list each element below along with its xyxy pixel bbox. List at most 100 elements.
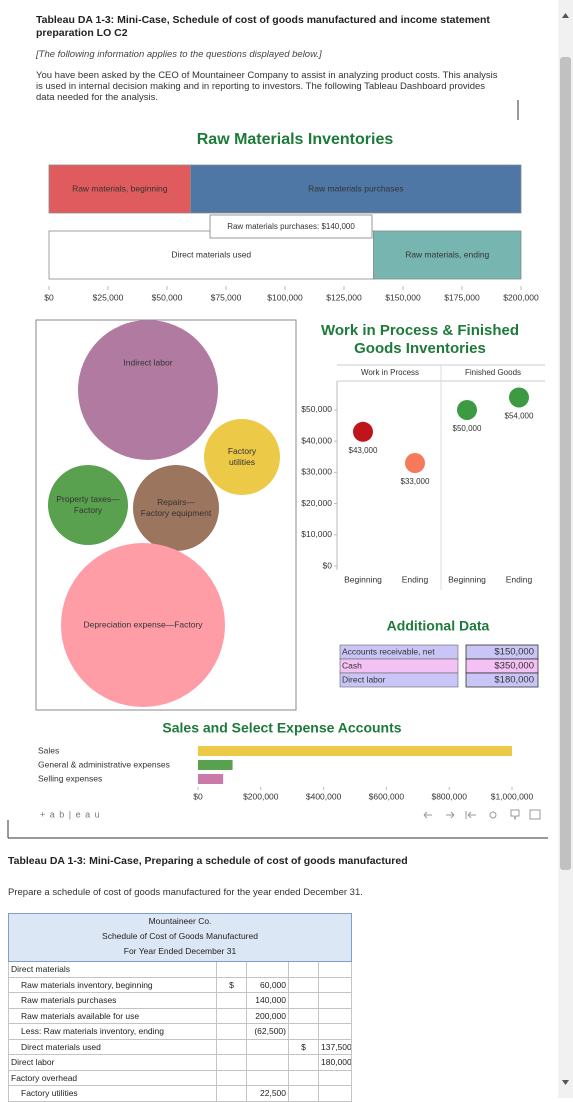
bubble <box>48 465 128 545</box>
scrollbar-thumb[interactable] <box>560 57 571 870</box>
amount: 180,000 <box>318 1055 352 1071</box>
section-title: Additional Data <box>387 618 490 634</box>
scroll-up[interactable] <box>562 13 569 18</box>
toolbar <box>423 809 541 821</box>
row-label: Raw materials available for use <box>8 1008 216 1024</box>
data-value: $180,000 <box>494 675 534 686</box>
bubble-label: Repairs— Factory equipment <box>141 497 212 518</box>
point <box>353 421 373 442</box>
schedule-row: Factory overhead <box>8 1070 352 1086</box>
share[interactable] <box>489 811 497 819</box>
amount <box>246 1070 288 1086</box>
point <box>405 453 425 474</box>
bubble <box>61 543 225 707</box>
amount <box>318 1008 352 1024</box>
currency <box>216 1070 246 1086</box>
x-tick-label: Beginning <box>344 574 382 584</box>
schedule-row: Factory utilities 22,500 <box>8 1086 352 1102</box>
data-label: Direct labor <box>342 674 386 684</box>
x-tick-label: $150,000 <box>385 292 421 302</box>
currency <box>216 993 246 1009</box>
segment-label: Raw materials purchases <box>308 183 403 193</box>
amount: 200,000 <box>246 1008 288 1024</box>
currency <box>288 1070 318 1086</box>
x-tick-label: $400,000 <box>306 791 342 801</box>
amount <box>318 962 352 978</box>
question-title: Tableau DA 1-3: Mini-Case, Preparing a s… <box>8 855 408 867</box>
currency <box>288 1024 318 1040</box>
row-label: Direct materials used <box>8 1039 216 1055</box>
amount <box>246 1055 288 1071</box>
undo[interactable] <box>423 811 432 819</box>
x-tick-label: $50,000 <box>152 292 183 302</box>
row-label: Factory utilities <box>8 1086 216 1102</box>
bar-segment <box>373 230 522 280</box>
scroll-down[interactable] <box>562 1080 569 1085</box>
x-tick-label: $0 <box>193 791 203 801</box>
currency: $ <box>216 977 246 993</box>
amount <box>318 1070 352 1086</box>
x-tick-label: $175,000 <box>444 292 480 302</box>
instruction: Prepare a schedule of cost of goods manu… <box>8 887 363 898</box>
x-tick-label: Beginning <box>448 574 486 584</box>
schedule-row: Raw materials purchases 140,000 <box>8 993 352 1009</box>
schedule-rows: Direct materials Raw materials inventory,… <box>8 962 352 1102</box>
y-tick-label: $10,000 <box>301 529 332 539</box>
amount: (62,500) <box>246 1024 288 1040</box>
schedule: Mountaineer Co. Schedule of Cost of Good… <box>8 913 352 1102</box>
chart-title: Raw Materials Inventories <box>197 131 394 148</box>
bubble <box>133 465 219 551</box>
currency <box>216 1039 246 1055</box>
note: [The following information applies to th… <box>36 49 322 60</box>
currency <box>216 962 246 978</box>
fullscreen[interactable] <box>529 809 541 820</box>
segment-label: Raw materials, beginning <box>72 183 168 193</box>
segment-label: Direct materials used <box>171 249 251 259</box>
schedule-name: Schedule of Cost of Goods Manufactured <box>102 931 258 941</box>
comment[interactable] <box>510 809 520 821</box>
currency <box>288 977 318 993</box>
bubble <box>78 320 218 460</box>
x-tick-label: $75,000 <box>211 292 242 302</box>
x-tick-label: Ending <box>402 574 429 584</box>
bubble-label: Factory utilities <box>228 446 257 467</box>
panel-header: Work in Process <box>361 368 419 377</box>
row-label: Factory overhead <box>8 1070 216 1086</box>
amount: 60,000 <box>246 977 288 993</box>
bar <box>198 774 224 784</box>
brand: + a b | e a u <box>40 809 101 819</box>
revert[interactable] <box>465 811 476 819</box>
y-tick-label: $0 <box>323 560 333 570</box>
data-value: $150,000 <box>494 647 534 658</box>
x-tick-label: $600,000 <box>369 791 405 801</box>
label-cell <box>339 672 459 688</box>
bubble-label: Indirect labor <box>123 357 172 367</box>
category-label: General & administrative expenses <box>38 759 170 769</box>
title: Tableau DA 1-3: Mini-Case, Schedule of c… <box>36 14 490 39</box>
currency <box>288 1086 318 1102</box>
schedule-row: Direct labor 180,000 <box>8 1055 352 1071</box>
period: For Year Ended December 31 <box>123 946 237 956</box>
x-tick-label: $200,000 <box>503 292 539 302</box>
row-label: Raw materials purchases <box>8 993 216 1009</box>
row-label: Raw materials inventory, beginning <box>8 977 216 993</box>
y-tick-label: $30,000 <box>301 467 332 477</box>
row-label: Direct materials <box>8 962 216 978</box>
currency: $ <box>288 1039 318 1055</box>
redo[interactable] <box>446 811 455 819</box>
y-tick-label: $40,000 <box>301 435 332 445</box>
data-label: Accounts receivable, net <box>342 646 435 656</box>
x-tick-label: Ending <box>506 574 533 584</box>
intro: You have been asked by the CEO of Mounta… <box>36 70 498 103</box>
data-label: Cash <box>342 660 362 670</box>
amount <box>318 1024 352 1040</box>
bar-segment <box>190 164 522 214</box>
data-value: $350,000 <box>494 661 534 672</box>
currency <box>288 1055 318 1071</box>
schedule-row: Raw materials inventory, beginning $60,00… <box>8 977 352 993</box>
y-tick-label: $20,000 <box>301 498 332 508</box>
x-tick-label: $0 <box>44 292 54 302</box>
currency <box>216 1055 246 1071</box>
